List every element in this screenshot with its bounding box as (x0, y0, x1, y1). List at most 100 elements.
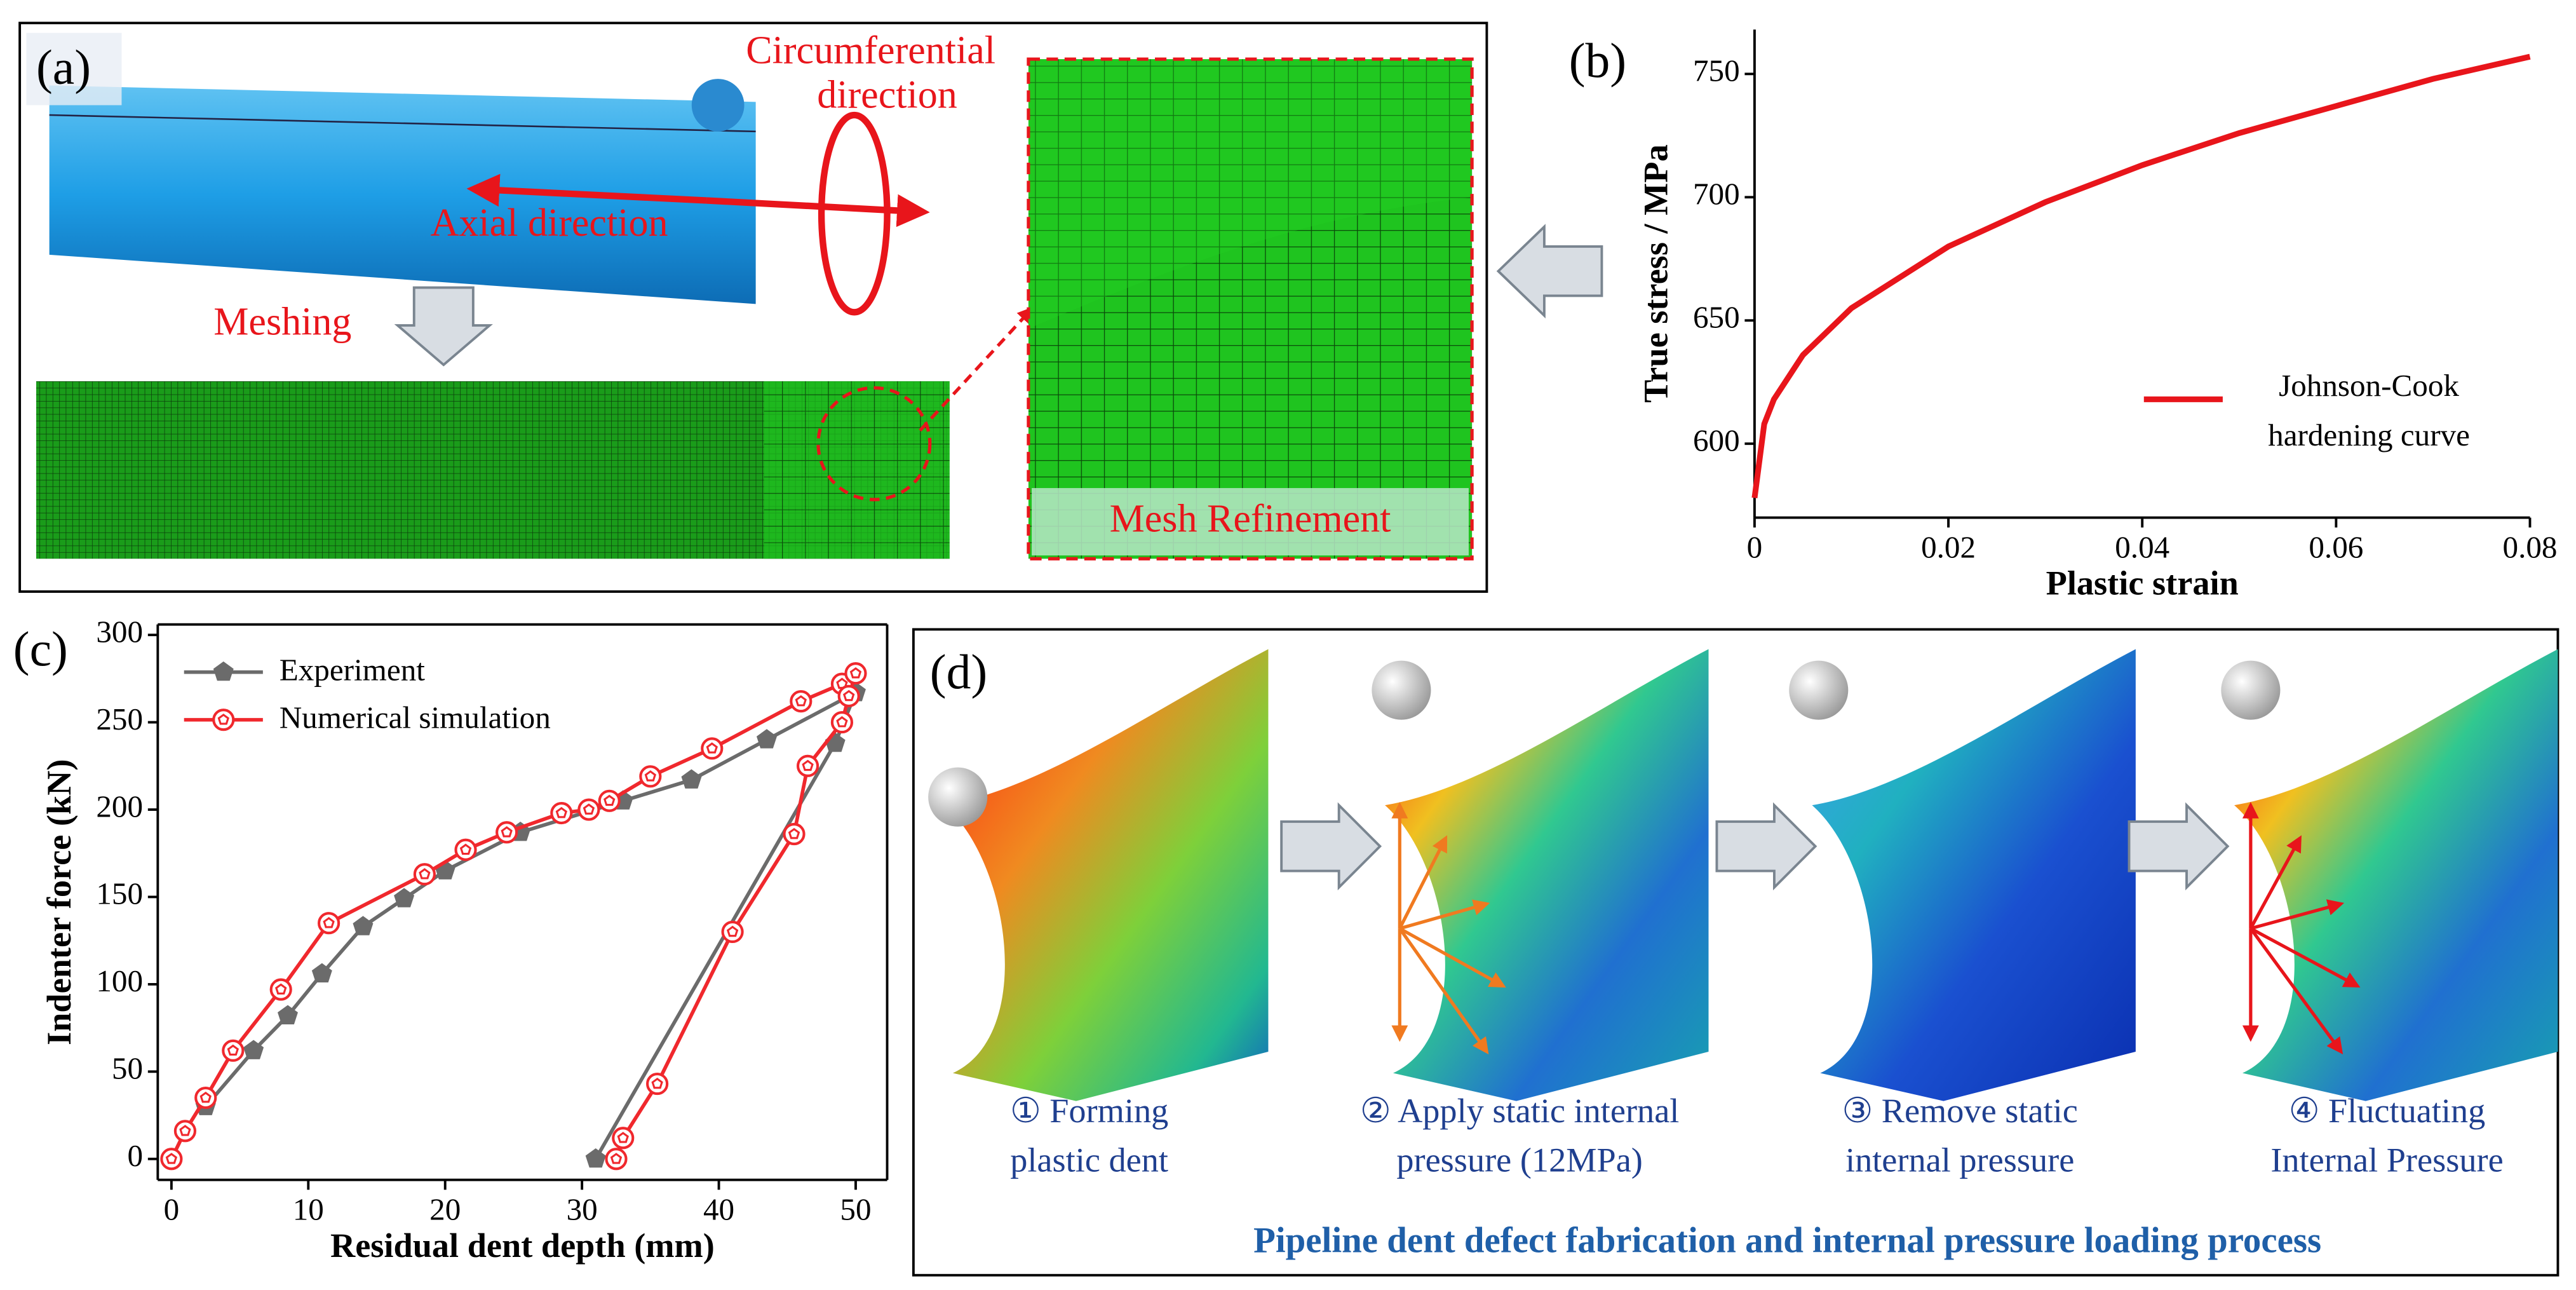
x-tick-label: 10 (293, 1192, 324, 1227)
data-point-core (459, 843, 472, 855)
data-point-ring (830, 711, 854, 734)
x-tick-label: 30 (567, 1192, 598, 1227)
indenter (2221, 660, 2281, 720)
data-point-core (165, 1153, 178, 1164)
panel-label: (c) (13, 621, 68, 676)
pipe-section (2234, 649, 2558, 1101)
meshing-label: Meshing (213, 300, 351, 343)
flow-arrow (1280, 802, 1382, 891)
data-point-core (610, 1153, 623, 1164)
data-point-ring (318, 912, 341, 935)
data-point-ring (222, 1039, 245, 1062)
y-tick-label: 250 (96, 702, 143, 737)
data-point-ring (598, 789, 621, 812)
data-point (173, 1120, 197, 1143)
data-point-ring (837, 684, 860, 707)
y-axis-label: Indenter force (kN) (40, 759, 78, 1045)
data-point-core (795, 695, 807, 707)
panel-label: (d) (930, 644, 987, 699)
y-tick-label: 50 (112, 1051, 143, 1086)
data-point (790, 690, 813, 713)
data-point (612, 1127, 635, 1150)
data-point-core (217, 713, 229, 725)
circumferential-label: Circumferential (746, 29, 995, 72)
data-point (550, 801, 573, 825)
flow-arrow (1496, 224, 1603, 319)
data-point (454, 838, 477, 861)
legend-label: Johnson-Cook hardening curve (2268, 373, 2470, 454)
data-point-core (275, 983, 287, 995)
indenter (1789, 660, 1849, 720)
data-point-ring (173, 1120, 197, 1143)
meshing-arrow (394, 286, 493, 367)
indenter (1372, 660, 1431, 720)
x-tick-label: 0.08 (2503, 530, 2558, 565)
pipe-section (1812, 649, 2136, 1101)
data-point (413, 863, 436, 886)
x-tick-label: 40 (703, 1192, 734, 1227)
flow-arrow (1715, 802, 1817, 891)
data-point-core (583, 803, 595, 815)
indenter (928, 767, 988, 827)
circumferential-arrow (818, 111, 891, 316)
zoom-arrow (919, 306, 1034, 432)
x-tick-label: 0.02 (1921, 530, 1976, 565)
data-point-core (842, 689, 855, 702)
legend-marker (212, 709, 235, 731)
data-point-core (617, 1132, 629, 1143)
x-axis-label: Plastic strain (2046, 564, 2239, 602)
data-point-core (199, 1091, 212, 1103)
panel-label-bg (26, 32, 122, 105)
x-tick-label: 0 (1747, 530, 1763, 565)
data-point-ring (844, 662, 867, 685)
data-point (783, 822, 806, 846)
pressure-arrows (2242, 801, 2361, 1055)
data-point (837, 684, 860, 707)
pressure-arrow (2249, 927, 2361, 988)
data-point (318, 912, 341, 935)
y-tick-label: 150 (96, 876, 143, 911)
pressure-arrow (1398, 927, 1489, 1055)
panel-a-frame (18, 22, 1488, 593)
data-point-core (651, 1077, 663, 1089)
data-point-ring (454, 838, 477, 861)
data-point-core (836, 716, 848, 728)
legend-entry: Experiment (280, 654, 425, 688)
data-point (577, 798, 600, 821)
data-point-ring (212, 709, 235, 731)
data-point-ring (605, 1148, 628, 1171)
step-label: ③ Remove static (1842, 1092, 2077, 1130)
y-tick-label: 750 (1693, 53, 1740, 88)
data-line (1751, 53, 2531, 499)
data-point-ring (646, 1072, 669, 1096)
circumferential-label: direction (817, 73, 957, 116)
data-point-core (323, 917, 335, 928)
x-tick-label: 0.04 (2115, 530, 2169, 565)
data-point-ring (790, 690, 813, 713)
pressure-arrow (2249, 835, 2302, 930)
data-point-ring (577, 798, 600, 821)
data-point-core (604, 794, 616, 806)
step-label: Internal Pressure (2270, 1141, 2503, 1179)
data-point-ring (160, 1148, 183, 1171)
mesh-zoom (1028, 59, 1473, 559)
data-point (243, 1040, 264, 1059)
pipe-section (945, 649, 1269, 1101)
data-point (721, 920, 744, 944)
data-point (756, 729, 777, 749)
data-line (204, 688, 860, 1160)
mesh-refined-zone (764, 381, 950, 559)
panel-label: (a) (36, 40, 91, 95)
data-point (681, 769, 702, 789)
panel-caption: Pipeline dent defect fabrication and int… (1253, 1221, 2321, 1261)
y-axis-label: True stress / MPa (1636, 144, 1675, 403)
data-point-ring (783, 822, 806, 846)
y-tick-label: 200 (96, 789, 143, 824)
step-label: pressure (12MPa) (1396, 1141, 1643, 1179)
x-tick-label: 0.06 (2309, 530, 2363, 565)
data-point (844, 662, 867, 685)
x-tick-label: 50 (840, 1192, 871, 1227)
data-point (394, 888, 415, 907)
legend-entry: Johnson-Cook hardening curve (2268, 373, 2470, 454)
